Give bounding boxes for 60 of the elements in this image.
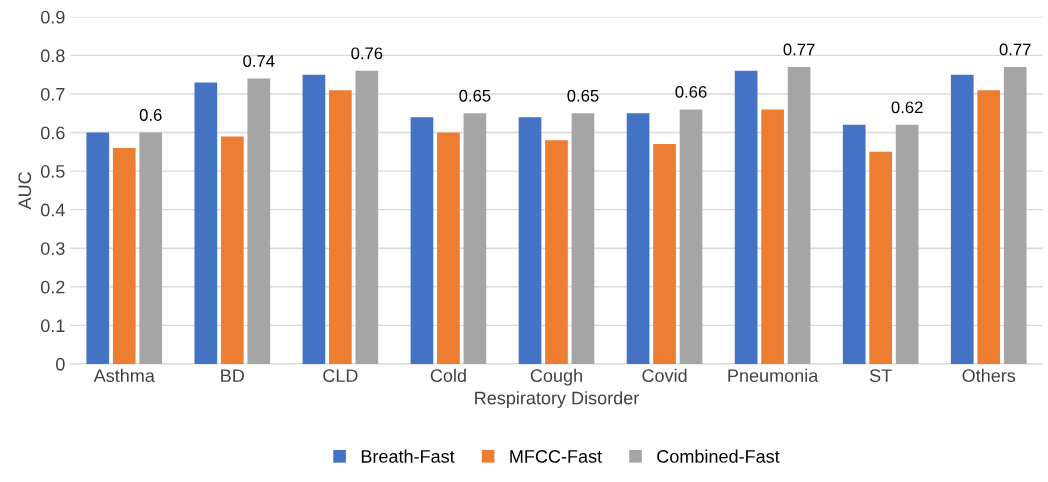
y-tick-label: 0.5	[40, 165, 65, 178]
bar	[437, 132, 460, 364]
bar	[1003, 67, 1027, 364]
data-label: 0.65	[567, 89, 599, 102]
x-tick-label: ST	[869, 369, 892, 383]
legend-label: Combined-Fast	[657, 449, 780, 463]
bar	[518, 117, 542, 364]
y-tick-label: 0.2	[40, 280, 65, 294]
x-axis-title: Respiratory Disorder	[475, 391, 639, 408]
bar	[220, 136, 244, 364]
bar	[302, 74, 326, 364]
x-tick-label: Cough	[530, 368, 582, 386]
y-tick-label: 0.4	[40, 203, 65, 217]
bar	[410, 117, 434, 364]
data-label: 0.77	[783, 43, 815, 56]
bar	[463, 113, 487, 364]
bar	[653, 144, 676, 364]
bar	[112, 147, 136, 364]
data-label: 0.77	[999, 43, 1031, 56]
y-tick-label: 0.6	[40, 126, 65, 140]
data-label: 0.66	[675, 85, 707, 98]
x-tick-label: Cold	[430, 368, 466, 383]
bar	[842, 124, 866, 364]
y-tick-label: 0.8	[40, 49, 65, 63]
bar	[355, 70, 379, 364]
y-tick-label: 0.3	[40, 242, 65, 255]
bar	[977, 90, 1001, 364]
bar	[194, 82, 218, 364]
y-tick-label: 0.7	[40, 87, 65, 101]
x-tick-label: CLD	[323, 369, 358, 383]
bar	[86, 132, 110, 364]
data-label: 0.62	[891, 101, 923, 114]
bar	[329, 90, 352, 364]
bar	[247, 78, 271, 364]
x-tick-label: Pneumonia	[728, 368, 819, 383]
x-tick-label: Covid	[642, 368, 687, 383]
bar	[571, 113, 595, 364]
data-label: 0.76	[351, 47, 383, 60]
bar	[950, 74, 974, 364]
legend-label: MFCC-Fast	[510, 450, 602, 463]
x-tick-label: Asthma	[93, 368, 155, 383]
y-tick-label: 0.1	[40, 319, 65, 333]
x-tick-label: Others	[962, 368, 1016, 383]
y-tick-label: 0.9	[40, 10, 65, 24]
y-tick-label: 0	[56, 357, 65, 371]
x-tick-label: BD	[221, 369, 244, 382]
bar	[734, 70, 758, 364]
bar	[139, 132, 163, 364]
bar	[895, 124, 919, 364]
bar	[545, 140, 568, 364]
data-label: 0.6	[139, 109, 162, 121]
data-label: 0.74	[243, 55, 275, 67]
bar	[626, 113, 650, 364]
data-label: 0.65	[459, 89, 491, 102]
legend-label: Breath-Fast	[361, 449, 455, 463]
y-axis-title: AUC	[18, 172, 32, 210]
bar	[679, 109, 703, 364]
bar	[869, 151, 893, 364]
bar	[787, 67, 811, 364]
bar	[761, 109, 784, 364]
